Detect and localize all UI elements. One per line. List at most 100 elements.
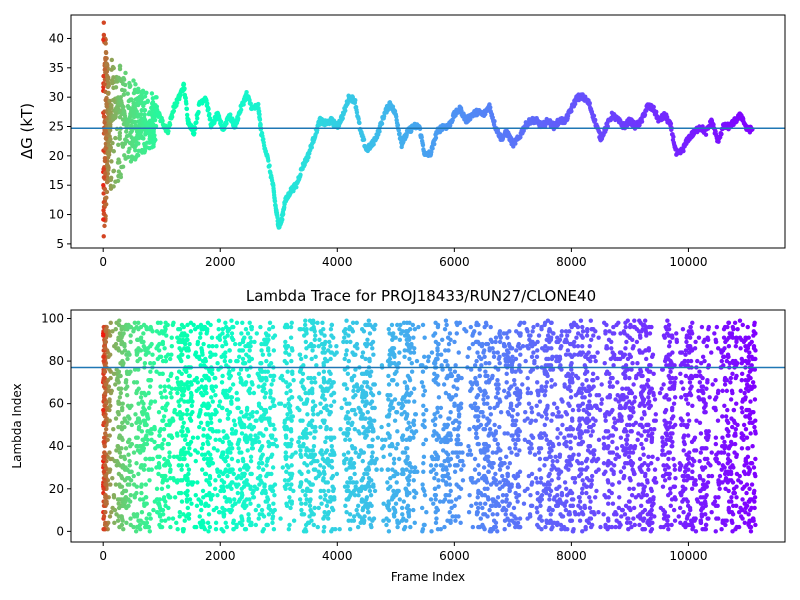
lambda-point: [291, 488, 296, 494]
lambda-point: [213, 384, 219, 389]
lambda-point: [590, 371, 596, 377]
lambda-point: [611, 324, 616, 330]
delta-g-point: [379, 121, 385, 126]
delta-g-point: [108, 137, 113, 142]
lambda-point: [461, 463, 466, 468]
lambda-point: [574, 335, 579, 340]
delta-g-point: [148, 135, 153, 140]
delta-g-point: [101, 114, 107, 119]
lambda-point: [329, 322, 335, 328]
lambda-point: [631, 516, 636, 521]
lambda-point: [136, 424, 142, 430]
lambda-point: [201, 341, 206, 347]
lambda-point: [569, 367, 574, 372]
delta-g-point: [243, 97, 248, 103]
lambda-point: [421, 454, 427, 460]
delta-g-point: [174, 100, 180, 106]
lambda-point: [438, 414, 443, 419]
delta-g-point: [127, 146, 132, 152]
lambda-point: [475, 495, 480, 500]
lambda-point: [693, 339, 698, 345]
lambda-point: [666, 527, 671, 532]
lambda-point: [588, 499, 593, 504]
lambda-point: [631, 505, 637, 511]
lambda-point: [133, 412, 138, 417]
y-tick-label: 30: [49, 90, 64, 104]
lambda-point: [245, 467, 250, 472]
lambda-point: [715, 346, 721, 351]
lambda-point: [448, 488, 453, 494]
lambda-point: [569, 378, 575, 383]
lambda-point: [328, 356, 333, 362]
lambda-point: [131, 450, 137, 455]
lambda-point: [321, 475, 326, 481]
delta-g-point: [101, 166, 106, 172]
lambda-point: [171, 454, 177, 460]
lambda-point: [437, 499, 443, 504]
lambda-point: [661, 463, 666, 468]
y-tick-label: 10: [49, 208, 64, 222]
delta-g-point: [120, 141, 125, 146]
lambda-point: [411, 431, 417, 436]
lambda-point: [246, 416, 252, 421]
lambda-point: [453, 514, 458, 519]
lambda-point: [214, 505, 219, 511]
x-tick-label: 10000: [669, 255, 707, 269]
lambda-point: [529, 480, 535, 485]
delta-g-point: [429, 149, 434, 155]
lambda-point: [109, 510, 114, 515]
delta-g-point: [151, 139, 157, 144]
lambda-point: [567, 329, 572, 334]
lambda-point: [388, 475, 393, 481]
lambda-point: [678, 395, 684, 400]
lambda-point: [502, 527, 507, 532]
lambda-point: [455, 378, 460, 383]
delta-g-point: [213, 117, 219, 122]
delta-g-point: [101, 211, 107, 216]
lambda-point: [661, 524, 666, 530]
lambda-point: [394, 369, 399, 374]
delta-g-point: [490, 115, 495, 120]
lambda-point: [522, 320, 527, 325]
lambda-point: [528, 333, 533, 338]
lambda-point: [163, 403, 169, 408]
lambda-point: [733, 426, 738, 432]
lambda-point: [361, 520, 367, 526]
lambda-point: [208, 350, 213, 355]
delta-g-point: [110, 80, 115, 86]
lambda-point: [198, 507, 204, 513]
lambda-point: [169, 343, 175, 349]
y-tick-label: 20: [49, 149, 64, 163]
lambda-point: [338, 426, 343, 432]
lambda-point: [237, 341, 242, 347]
lambda-point: [125, 356, 130, 362]
delta-g-point: [171, 108, 177, 114]
lambda-point: [660, 448, 665, 453]
lambda-point: [221, 429, 226, 434]
lambda-point: [182, 399, 187, 404]
lambda-point: [253, 522, 259, 528]
lambda-point: [192, 378, 197, 383]
lambda-point: [713, 378, 718, 383]
lambda-point: [160, 405, 165, 411]
lambda-point: [162, 346, 167, 351]
lambda-point: [709, 510, 714, 515]
lambda-point: [219, 380, 225, 385]
lambda-point: [683, 348, 689, 353]
lambda-point: [697, 380, 703, 385]
delta-g-point: [257, 117, 263, 122]
lambda-point: [583, 418, 588, 423]
delta-g-point: [183, 95, 188, 101]
lambda-point: [571, 452, 576, 457]
delta-g-point: [101, 234, 106, 239]
lambda-point: [248, 501, 253, 506]
lambda-point: [472, 363, 478, 368]
lambda-point: [350, 420, 355, 426]
lambda-point: [224, 407, 230, 413]
lambda-point: [607, 380, 613, 385]
delta-g-point: [103, 57, 108, 62]
lambda-point: [120, 420, 125, 426]
lambda-point: [243, 343, 248, 349]
lambda-point: [609, 467, 614, 472]
